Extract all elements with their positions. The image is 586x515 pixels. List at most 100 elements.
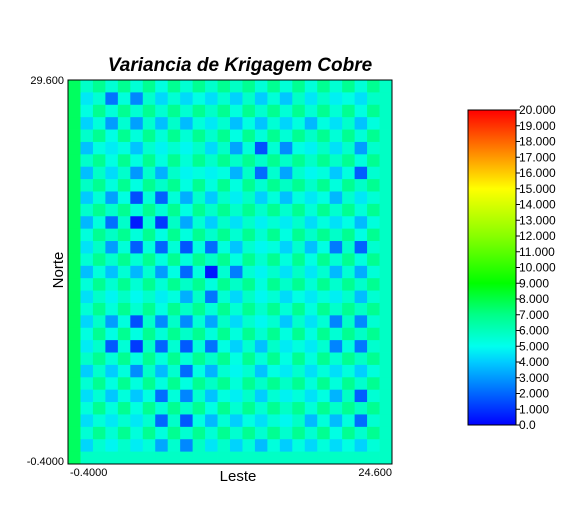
heatmap-cell bbox=[354, 377, 368, 391]
heatmap-cell bbox=[180, 241, 194, 254]
heatmap-cell bbox=[317, 104, 331, 118]
heatmap-cell bbox=[105, 228, 119, 242]
heatmap-cell bbox=[230, 203, 243, 217]
heatmap-cell bbox=[92, 253, 106, 267]
heatmap-cell bbox=[367, 92, 380, 106]
heatmap-cell bbox=[329, 241, 343, 254]
heatmap-cell bbox=[192, 228, 206, 242]
heatmap-cell bbox=[317, 129, 331, 143]
heatmap-cell bbox=[68, 117, 81, 130]
y-axis-label: Norte bbox=[50, 252, 67, 289]
heatmap-cell bbox=[167, 439, 181, 453]
y-tick-label-bottom: -0.4000 bbox=[27, 456, 64, 468]
heatmap-cell bbox=[68, 389, 81, 403]
colorbar-label: 11.000 bbox=[519, 245, 555, 259]
heatmap-cell bbox=[217, 389, 231, 403]
heatmap-cell bbox=[267, 117, 281, 130]
heatmap-cell bbox=[142, 80, 156, 93]
heatmap-cell bbox=[80, 80, 94, 93]
heatmap-cell bbox=[217, 414, 231, 428]
heatmap-cell bbox=[304, 80, 318, 93]
heatmap-cell bbox=[342, 302, 356, 316]
heatmap-cell bbox=[180, 290, 194, 304]
heatmap-cell bbox=[279, 228, 293, 242]
heatmap-cell bbox=[105, 414, 119, 428]
heatmap-cell bbox=[192, 426, 206, 440]
heatmap-cell bbox=[155, 426, 169, 440]
heatmap-cell bbox=[167, 154, 181, 168]
heatmap-cell bbox=[230, 352, 243, 366]
heatmap-cell bbox=[68, 402, 81, 415]
heatmap-cell bbox=[217, 352, 231, 366]
heatmap-cell bbox=[68, 414, 81, 428]
heatmap-cell bbox=[192, 315, 206, 329]
heatmap-cell bbox=[342, 414, 356, 428]
heatmap-cell bbox=[304, 377, 318, 391]
heatmap-cell bbox=[354, 241, 368, 254]
heatmap-cell bbox=[105, 426, 119, 440]
heatmap-cell bbox=[142, 92, 156, 106]
heatmap-cell bbox=[292, 364, 306, 378]
heatmap-cell bbox=[117, 141, 131, 155]
heatmap-cell bbox=[92, 141, 106, 155]
heatmap-cell bbox=[279, 340, 293, 353]
heatmap-cell bbox=[379, 451, 393, 465]
heatmap-cell bbox=[142, 104, 156, 118]
heatmap-cell bbox=[167, 117, 181, 130]
heatmap-cell bbox=[267, 228, 281, 242]
heatmap-cell bbox=[342, 364, 356, 378]
heatmap-cell bbox=[292, 117, 306, 130]
heatmap-cell bbox=[329, 191, 343, 205]
heatmap-cell bbox=[379, 439, 393, 453]
heatmap-cell bbox=[142, 426, 156, 440]
heatmap-cell bbox=[192, 290, 206, 304]
heatmap-cell bbox=[367, 402, 380, 415]
heatmap-cell bbox=[155, 253, 169, 267]
heatmap-cell bbox=[105, 265, 119, 279]
heatmap-cell bbox=[117, 340, 131, 353]
heatmap-cell bbox=[142, 166, 156, 180]
heatmap-cell bbox=[167, 389, 181, 403]
heatmap-cell bbox=[80, 364, 94, 378]
x-axis-label: Leste bbox=[220, 468, 257, 485]
heatmap-cells bbox=[68, 80, 393, 465]
heatmap-cell bbox=[354, 216, 368, 230]
heatmap-cell bbox=[92, 241, 106, 254]
heatmap-cell bbox=[292, 80, 306, 93]
heatmap-cell bbox=[205, 265, 218, 279]
heatmap-cell bbox=[329, 253, 343, 267]
heatmap-cell bbox=[367, 389, 380, 403]
heatmap-cell bbox=[267, 129, 281, 143]
heatmap-cell bbox=[317, 414, 331, 428]
heatmap-cell bbox=[92, 364, 106, 378]
heatmap-cell bbox=[92, 302, 106, 316]
heatmap-cell bbox=[180, 166, 194, 180]
heatmap-cell bbox=[254, 439, 268, 453]
heatmap-cell bbox=[317, 80, 331, 93]
heatmap-cell bbox=[379, 265, 393, 279]
heatmap-cell bbox=[167, 315, 181, 329]
heatmap-cell bbox=[267, 80, 281, 93]
heatmap-cell bbox=[292, 302, 306, 316]
heatmap-cell bbox=[167, 278, 181, 291]
heatmap-cell bbox=[230, 377, 243, 391]
heatmap-cell bbox=[192, 352, 206, 366]
heatmap-cell bbox=[267, 426, 281, 440]
heatmap-cell bbox=[254, 414, 268, 428]
heatmap-cell bbox=[354, 92, 368, 106]
heatmap-cell bbox=[155, 203, 169, 217]
heatmap-cell bbox=[68, 327, 81, 341]
heatmap-cell bbox=[205, 117, 218, 130]
heatmap-cell bbox=[105, 340, 119, 353]
heatmap-cell bbox=[142, 191, 156, 205]
heatmap-cell bbox=[92, 154, 106, 168]
heatmap-cell bbox=[279, 92, 293, 106]
heatmap-cell bbox=[304, 92, 318, 106]
heatmap-cell bbox=[342, 117, 356, 130]
heatmap-cell bbox=[230, 166, 243, 180]
heatmap-cell bbox=[117, 228, 131, 242]
heatmap-cell bbox=[142, 451, 156, 465]
heatmap-cell bbox=[242, 104, 256, 118]
heatmap-cell bbox=[117, 389, 131, 403]
heatmap-cell bbox=[242, 92, 256, 106]
